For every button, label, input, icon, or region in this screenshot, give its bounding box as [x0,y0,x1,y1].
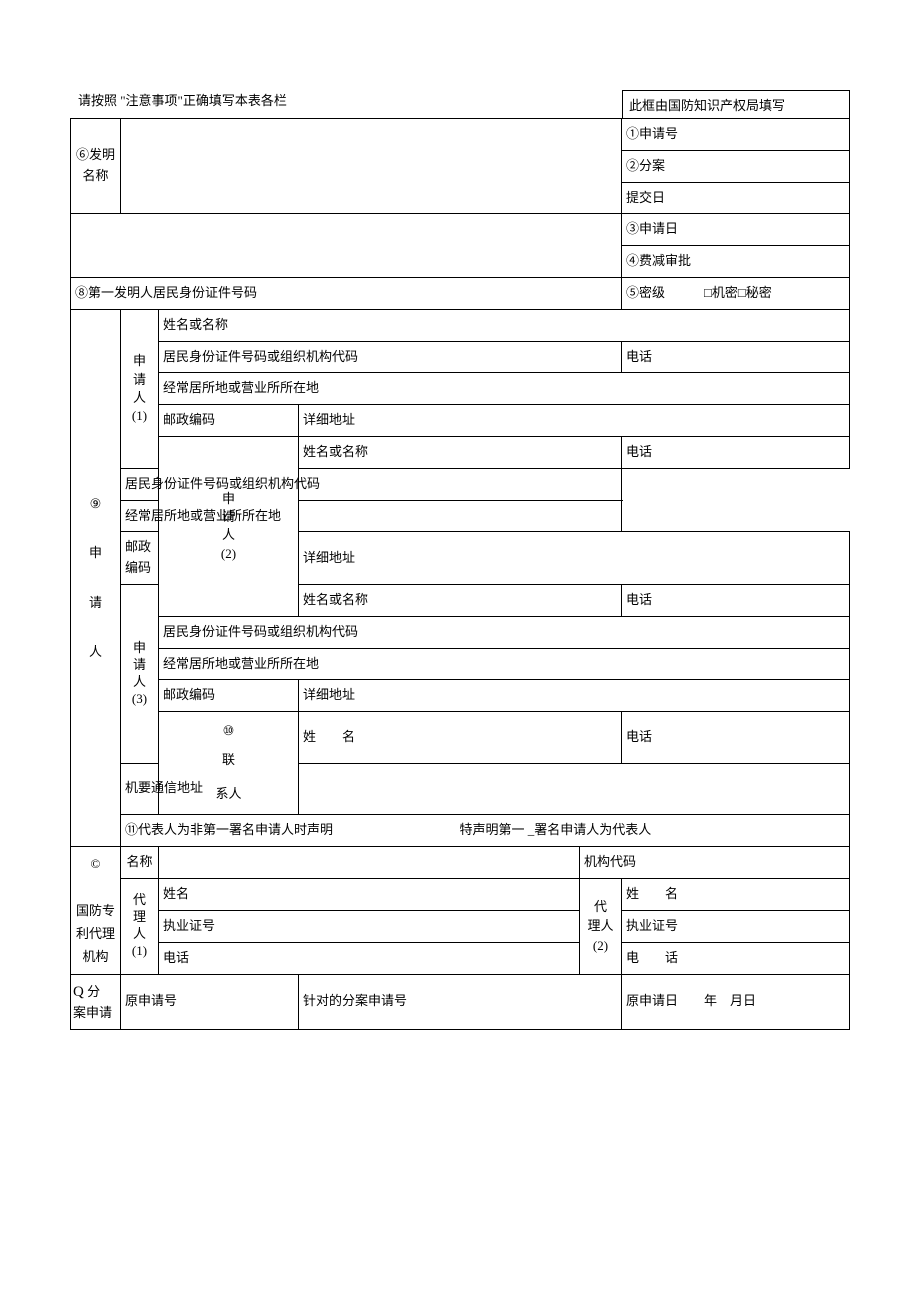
app1-id[interactable]: 居民身份证件号码或组织机构代码 [159,341,622,373]
section6-value[interactable] [121,119,622,214]
office-f1: ①申请号 [622,119,850,151]
office-f5: ⑤密级 □机密□秘密 [622,277,850,309]
app3-residence[interactable]: 经常居所地或营业所所在地 [159,648,850,680]
app1-name[interactable]: 姓名或名称 [159,309,850,341]
f5-opts: □机密□秘密 [704,285,772,300]
section8-label: ⑧第一发明人居民身份证件号码 [71,277,622,309]
app1-residence[interactable]: 经常居所地或营业所所在地 [159,373,850,405]
office-f2: ②分案 [622,150,850,182]
section11-row: ⑪代表人为非第一署名申请人时声明 特声明第一 _署名申请人为代表人 [121,814,850,846]
app2-phone[interactable]: 电话 [622,436,850,468]
blank-row [71,214,622,278]
section6-label: ⑥发明名称 [71,119,121,214]
contact-name[interactable]: 姓 名 [299,712,622,763]
agent2-license[interactable]: 执业证号 [622,911,850,943]
agent2-label: 代理人(2) [579,878,621,974]
agent2-phone[interactable]: 电 话 [622,942,850,974]
s11-statement: 特声明第一 _署名申请人为代表人 [460,822,652,837]
app2-residence[interactable]: 经常居所地或营业所所在地 [121,500,622,532]
s13-orig-no[interactable]: 原申请号 [121,974,299,1029]
agent1-label: 代理人(1) [121,878,159,974]
contact-phone[interactable]: 电话 [622,712,850,763]
applicant3-label: 申请人(3) [121,584,159,763]
app3-postal[interactable]: 邮政编码 [159,680,299,712]
office-f2b: 提交日 [622,182,850,214]
s11-label: ⑪代表人为非第一署名申请人时声明 [125,822,333,837]
office-f4: ④费减审批 [622,246,850,278]
app3-id[interactable]: 居民身份证件号码或组织机构代码 [159,616,850,648]
agent1-phone[interactable]: 电话 [159,942,580,974]
s12-orgcode[interactable]: 机构代码 [579,846,849,878]
agent2-name[interactable]: 姓 名 [622,878,850,911]
section12-title: © 国防专 利代理 机构 [71,846,121,974]
main-form-table: ⑥发明名称 ①申请号 ②分案 提交日 ③申请日 ④费减审批 ⑧第一发明人居民身份… [70,118,850,1030]
office-f3: ③申请日 [622,214,850,246]
s12-t2: 利代理 [76,926,115,941]
f5-label: ⑤密级 [626,285,665,300]
office-box-title: 此框由国防知识产权局填写 [622,90,850,118]
instruction-row: 请按照 "注意事项"正确填写本表各栏 此框由国防知识产权局填写 [70,90,850,118]
s12-orgname-label: 名称 [121,846,159,878]
s12-t3: 机构 [82,949,108,964]
instruction-text: 请按照 "注意事项"正确填写本表各栏 [70,90,622,118]
app1-address[interactable]: 详细地址 [299,405,850,437]
section8-text: ⑧第一发明人居民身份证件号码 [75,285,257,300]
app3-address[interactable]: 详细地址 [299,680,850,712]
app3-name[interactable]: 姓名或名称 [299,584,622,616]
s12-orgname-value[interactable] [159,846,580,878]
app2-name[interactable]: 姓名或名称 [299,436,622,468]
s12-t1: 国防专 [76,903,115,918]
app3-phone[interactable]: 电话 [622,584,850,616]
applicant1-label: 申请人(1) [121,309,159,468]
agent1-license[interactable]: 执业证号 [159,911,580,943]
agent1-name[interactable]: 姓名 [159,878,580,911]
section9-title: ⑨申请人 [71,309,121,846]
app1-phone[interactable]: 电话 [622,341,850,373]
app2-postal[interactable]: 邮政编码 [121,532,159,585]
s13-orig-date[interactable]: 原申请日 年 月日 [622,974,850,1029]
s13-div-no[interactable]: 针对的分案申请号 [299,974,622,1029]
app1-postal[interactable]: 邮政编码 [159,405,299,437]
app2-id[interactable]: 居民身份证件号码或组织机构代码 [121,468,622,500]
s12-marker: © [91,856,101,871]
app2-address[interactable]: 详细地址 [299,532,850,585]
section13-title: Q 分案申请 [71,974,121,1029]
